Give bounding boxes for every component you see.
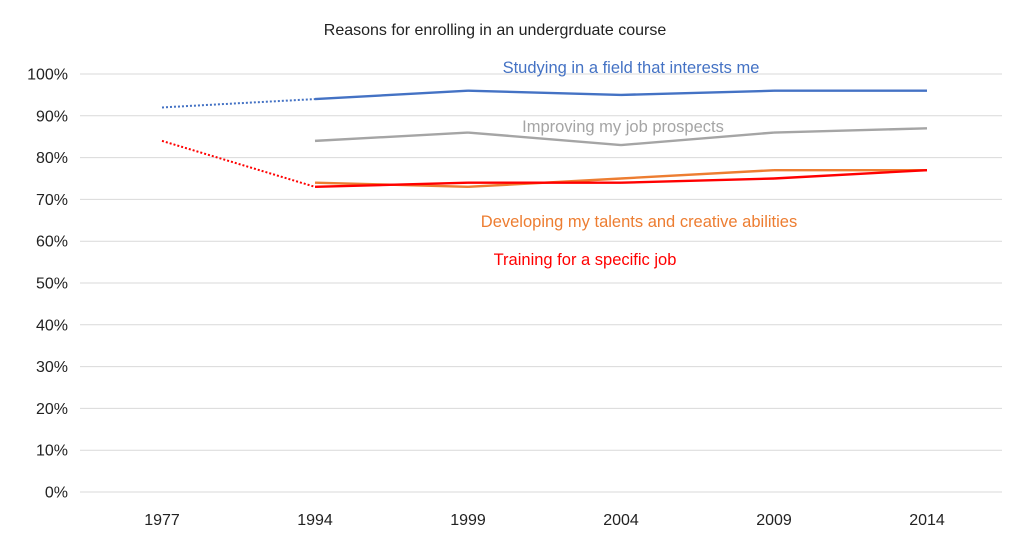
series-line-segment [620,177,775,184]
y-tick-label: 60% [36,234,68,251]
series-1 [314,127,928,147]
series-lines [161,89,928,189]
series-label: Studying in a field that interests me [503,59,760,77]
y-tick-label: 40% [36,317,68,334]
series-3 [161,139,928,189]
y-tick-label: 10% [36,443,68,460]
y-tick-label: 50% [36,276,68,293]
series-label: Developing my talents and creative abili… [481,213,797,231]
series-line-segment [620,168,775,180]
series-line-segment-dotted [161,98,316,109]
y-tick-label: 20% [36,401,68,418]
y-tick-label: 70% [36,192,68,209]
y-tick-label: 90% [36,108,68,125]
y-tick-label: 30% [36,359,68,376]
x-tick-label: 1999 [450,512,486,529]
x-tick-label: 2004 [603,512,639,529]
series-0 [161,89,927,109]
series-line-segment [620,89,775,97]
series-line-segment [467,131,622,147]
x-tick-label: 1977 [144,512,180,529]
x-tick-label: 1994 [297,512,333,529]
series-line-segment [773,127,928,134]
y-tick-label: 100% [27,67,68,84]
y-tick-label: 0% [45,485,68,502]
x-tick-label: 2014 [909,512,945,529]
x-tick-label: 2009 [756,512,792,529]
x-axis-ticks: 1977 1994 1999 2004 2009 2014 [144,512,945,529]
series-line-segment [314,89,469,101]
chart-title: Reasons for enrolling in an undergrduate… [324,22,667,39]
series-line-segment [773,168,928,180]
series-line-segment [314,131,469,143]
series-line-segment [620,131,775,147]
series-label: Improving my job prospects [522,118,724,136]
series-label: Training for a specific job [494,251,677,269]
series-line-segment [314,181,469,189]
series-labels: Studying in a field that interests me Imp… [481,59,797,269]
series-line-segment-dotted [161,139,316,188]
gridlines [80,73,1002,493]
y-tick-label: 80% [36,150,68,167]
series-line-segment [467,89,622,97]
y-axis-ticks: 0% 10% 20% 30% 40% 50% 60% 70% 80% 90% 100% [27,67,68,502]
